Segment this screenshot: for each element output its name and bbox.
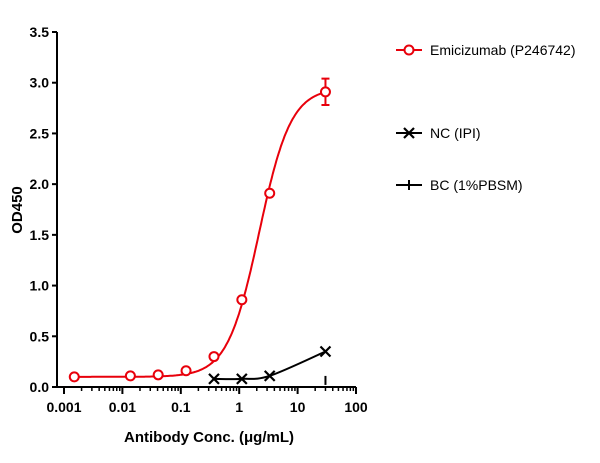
- legend-marker: [403, 127, 415, 139]
- data-point-nc: [319, 345, 332, 358]
- plot-marks: [68, 77, 332, 385]
- data-point-emicizumab: [180, 365, 192, 377]
- y-axis-label: OD450: [9, 186, 26, 234]
- x-tick-label: 100: [344, 399, 368, 415]
- y-tick-label: 3.0: [30, 75, 50, 91]
- x-tick-label: 10: [290, 399, 306, 415]
- y-tick-label: 1.0: [30, 278, 50, 294]
- legend-marker: [403, 44, 415, 56]
- legend-label: BC (1%PBSM): [430, 177, 523, 193]
- x-axis-label: Antibody Conc. (μg/mL): [124, 429, 294, 446]
- emicizumab-fit-curve: [74, 91, 326, 378]
- x-tick-label: 0.001: [46, 399, 81, 415]
- axes: 0.0 0.5 1.0 1.5 2.0 2.5 3.0 3.5 0.001 0.01 0.1 1 10 1…: [30, 24, 368, 415]
- legend-marker: [404, 180, 414, 190]
- legend-item: NC (IPI): [396, 125, 481, 141]
- y-tick-label: 2.5: [30, 125, 50, 141]
- data-point-emicizumab: [208, 351, 220, 363]
- y-tick-label: 0.0: [30, 379, 50, 395]
- legend-item: Emicizumab (P246742): [396, 42, 576, 58]
- data-point-emicizumab: [152, 369, 164, 381]
- x-tick-label: 0.1: [171, 399, 191, 415]
- y-tick-label: 0.5: [30, 328, 50, 344]
- legend-item: BC (1%PBSM): [396, 177, 523, 193]
- y-tick-label: 3.5: [30, 24, 50, 40]
- x-tick-label: 1: [235, 399, 243, 415]
- nc-curve: [213, 350, 326, 381]
- legend: Emicizumab (P246742) NC (IPI) BC (1%PBSM): [396, 42, 576, 193]
- y-tick-label: 1.5: [30, 227, 50, 243]
- y-tick-label: 2.0: [30, 176, 50, 192]
- data-point-nc: [236, 373, 248, 385]
- data-point-emicizumab: [68, 371, 80, 383]
- data-point-nc: [263, 370, 276, 382]
- data-point-emicizumab: [264, 187, 276, 199]
- legend-label: NC (IPI): [430, 125, 481, 141]
- data-point-emicizumab: [236, 294, 248, 306]
- data-point-emicizumab: [319, 86, 331, 98]
- data-point-emicizumab: [124, 370, 136, 382]
- data-point-nc: [208, 373, 220, 385]
- legend-label: Emicizumab (P246742): [430, 42, 576, 58]
- x-tick-label: 0.01: [109, 399, 136, 415]
